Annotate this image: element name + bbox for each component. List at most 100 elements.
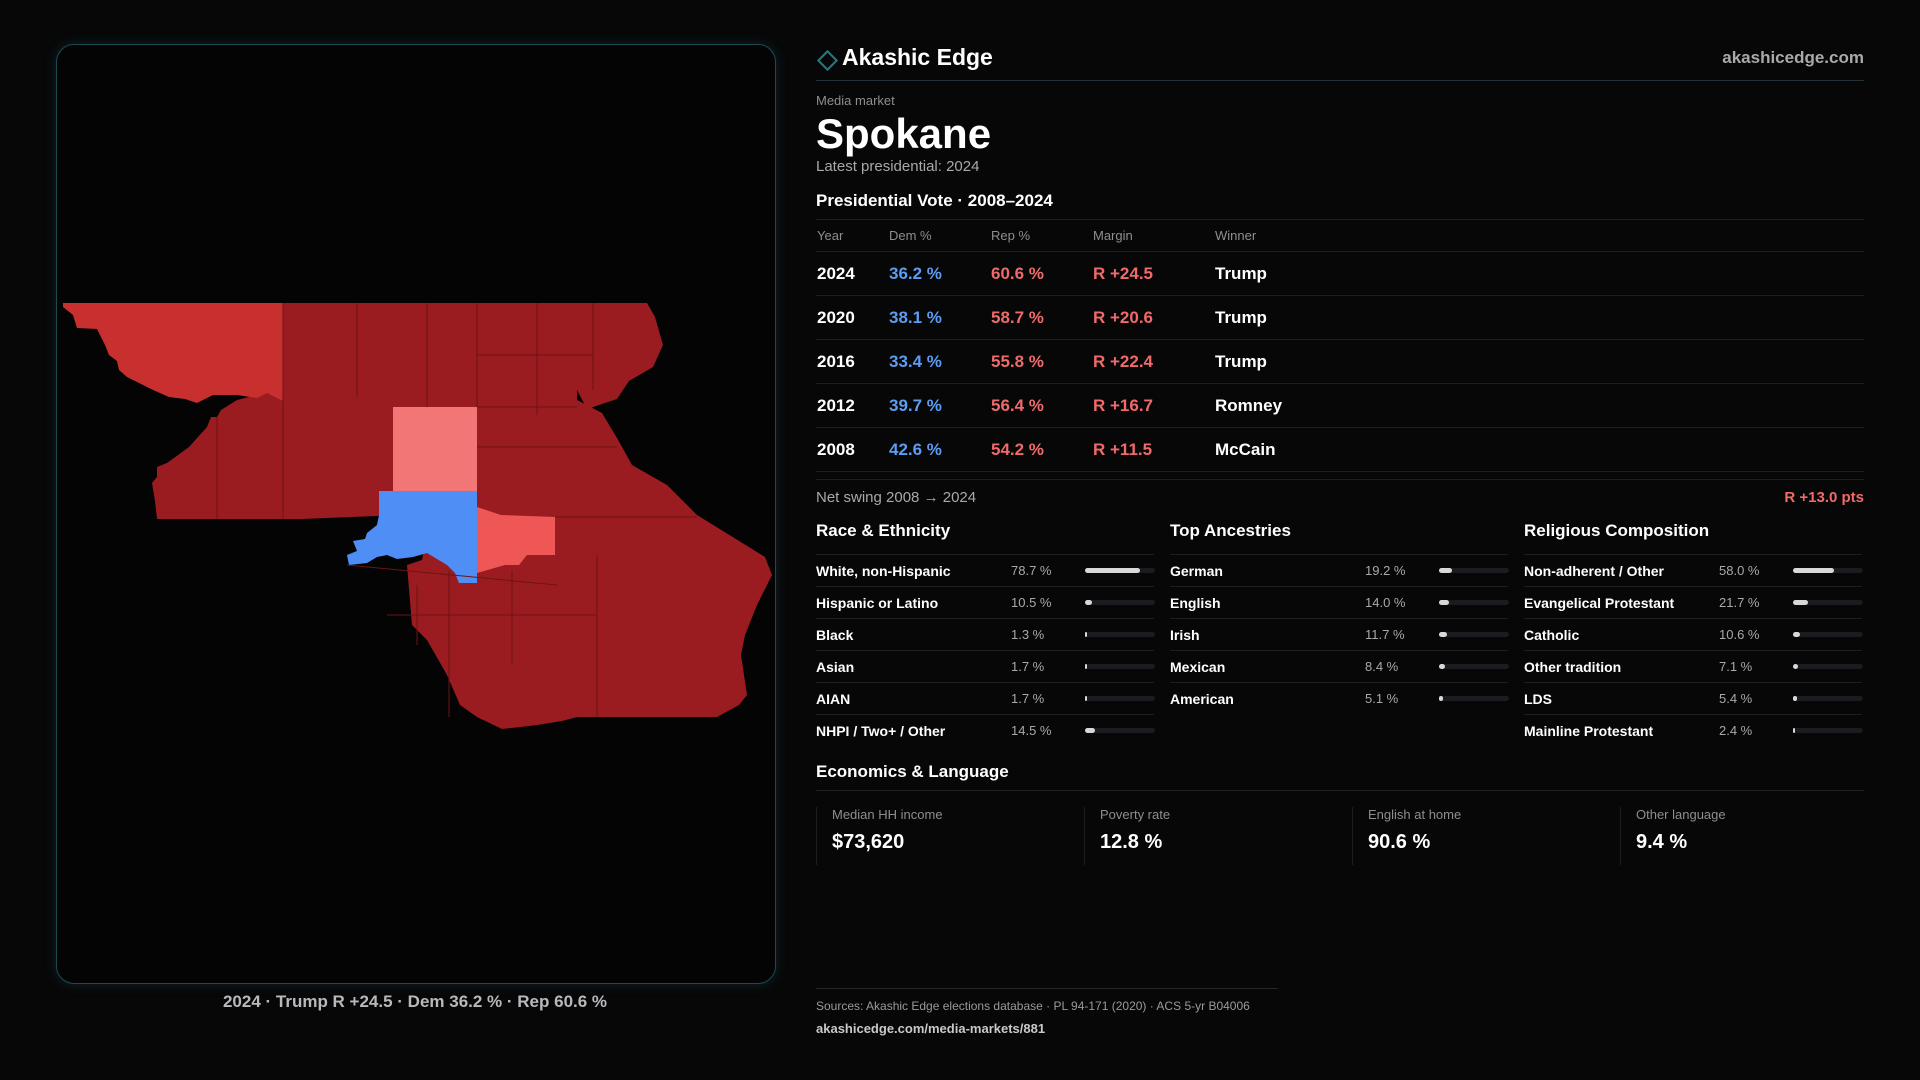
row-percent: 7.1 %	[1719, 659, 1753, 674]
row-label: Mexican	[1170, 659, 1226, 675]
share-bar-fill	[1085, 664, 1087, 669]
share-bar-fill	[1085, 696, 1087, 701]
ancestry-row: Mexican 8.4 %	[1170, 650, 1509, 682]
row-label: Asian	[816, 659, 855, 675]
cell-rep: 56.4 %	[990, 383, 1092, 428]
row-percent: 1.7 %	[1011, 691, 1045, 706]
col-margin: Margin	[1092, 219, 1214, 252]
race-row: Hispanic or Latino 10.5 %	[816, 586, 1155, 618]
net-swing-value: R +13.0 pts	[1784, 489, 1864, 506]
ancestry-row: German 19.2 %	[1170, 554, 1509, 586]
row-label: German	[1170, 563, 1223, 579]
stat-value: 9.4 %	[1636, 831, 1688, 853]
race-row: Asian 1.7 %	[816, 650, 1155, 682]
brand-name[interactable]: Akashic Edge	[842, 44, 993, 70]
county-mid-rep[interactable]	[477, 507, 555, 573]
stat-label: Median HH income	[832, 807, 943, 822]
share-bar-fill	[1085, 632, 1087, 637]
religion-title: Religious Composition	[1524, 521, 1710, 540]
row-percent: 10.6 %	[1719, 627, 1760, 642]
stat-value: 12.8 %	[1100, 831, 1163, 853]
row-percent: 1.7 %	[1011, 659, 1045, 674]
economics-row: Median HH income $73,620 Poverty rate 12…	[816, 807, 1864, 887]
cell-year: 2016	[816, 339, 888, 384]
county-region-northwest[interactable]	[63, 303, 283, 403]
row-percent: 1.3 %	[1011, 627, 1045, 642]
cell-winner: Trump	[1214, 251, 1864, 296]
cell-year: 2008	[816, 427, 888, 472]
row-percent: 10.5 %	[1011, 595, 1052, 610]
share-bar-fill	[1793, 664, 1798, 669]
sources-text: Sources: Akashic Edge elections database…	[816, 999, 1250, 1013]
stat-english-home: English at home 90.6 %	[1352, 807, 1603, 865]
col-rep: Rep %	[990, 219, 1092, 252]
race-panel: Race & Ethnicity White, non-Hispanic 78.7…	[816, 516, 1155, 746]
stat-value: $73,620	[832, 831, 905, 853]
share-bar	[1085, 568, 1155, 573]
stat-label: Poverty rate	[1100, 807, 1171, 822]
cell-winner: Trump	[1214, 295, 1864, 340]
ancestry-panel: Top Ancestries German 19.2 % English 14.0 %…	[1170, 516, 1509, 714]
row-label: Other tradition	[1524, 659, 1622, 675]
row-label: NHPI / Two+ / Other	[816, 723, 946, 739]
market-kicker: Media market	[816, 93, 895, 108]
share-bar-fill	[1793, 600, 1809, 605]
race-row: AIAN 1.7 %	[816, 682, 1155, 714]
share-bar	[1793, 568, 1863, 573]
stat-value: 90.6 %	[1368, 831, 1431, 853]
share-bar-fill	[1085, 568, 1141, 573]
map-caption: 2024 · Trump R +24.5 · Dem 36.2 % · Rep …	[222, 992, 608, 1011]
cell-dem: 42.6 %	[888, 427, 990, 472]
page-title: Spokane	[816, 110, 992, 157]
county-light-rep[interactable]	[393, 407, 477, 491]
row-percent: 78.7 %	[1011, 563, 1052, 578]
cell-year: 2020	[816, 295, 888, 340]
religion-row: Catholic 10.6 %	[1524, 618, 1863, 650]
col-winner: Winner	[1214, 219, 1864, 252]
county-map[interactable]	[57, 45, 775, 983]
row-percent: 5.1 %	[1365, 691, 1399, 706]
share-bar-fill	[1793, 696, 1797, 701]
row-label: American	[1170, 691, 1234, 707]
stat-label: English at home	[1368, 807, 1462, 822]
race-row: White, non-Hispanic 78.7 %	[816, 554, 1155, 586]
religion-row: Evangelical Protestant 21.7 %	[1524, 586, 1863, 618]
share-bar	[1439, 696, 1509, 701]
county-dem[interactable]	[347, 491, 477, 583]
share-bar	[1439, 600, 1509, 605]
row-label: English	[1170, 595, 1221, 611]
cell-winner: Romney	[1214, 383, 1864, 428]
row-label: Mainline Protestant	[1524, 723, 1654, 739]
row-label: Black	[816, 627, 854, 643]
stat-label: Other language	[1636, 807, 1726, 822]
row-label: Catholic	[1524, 627, 1580, 643]
row-percent: 19.2 %	[1365, 563, 1406, 578]
share-bar-fill	[1439, 632, 1448, 637]
cell-margin: R +11.5	[1092, 427, 1214, 472]
cell-dem: 36.2 %	[888, 251, 990, 296]
share-bar-fill	[1793, 632, 1801, 637]
row-percent: 8.4 %	[1365, 659, 1399, 674]
cell-dem: 33.4 %	[888, 339, 990, 384]
share-bar-fill	[1793, 728, 1795, 733]
cell-winner: Trump	[1214, 339, 1864, 384]
religion-row: Non-adherent / Other 58.0 %	[1524, 554, 1863, 586]
ancestry-row: English 14.0 %	[1170, 586, 1509, 618]
table-row: 2024 36.2 % 60.6 % R +24.5 Trump	[816, 251, 1864, 296]
share-bar-fill	[1085, 728, 1096, 733]
details-panel: Akashic Edge akashicedge.com Media marke…	[816, 40, 1864, 887]
share-bar	[1793, 728, 1863, 733]
row-percent: 11.7 %	[1365, 627, 1405, 642]
ancestry-row: Irish 11.7 %	[1170, 618, 1509, 650]
map-panel	[56, 44, 776, 984]
religion-row: LDS 5.4 %	[1524, 682, 1863, 714]
share-bar	[1793, 632, 1863, 637]
header: Akashic Edge akashicedge.com	[816, 40, 1864, 81]
cell-margin: R +16.7	[1092, 383, 1214, 428]
site-url-link[interactable]: akashicedge.com	[1722, 48, 1864, 67]
cell-rep: 58.7 %	[990, 295, 1092, 340]
source-link[interactable]: akashicedge.com/media-markets/881	[816, 1021, 1046, 1036]
race-row: Black 1.3 %	[816, 618, 1155, 650]
share-bar-fill	[1439, 568, 1453, 573]
race-title: Race & Ethnicity	[816, 521, 951, 540]
